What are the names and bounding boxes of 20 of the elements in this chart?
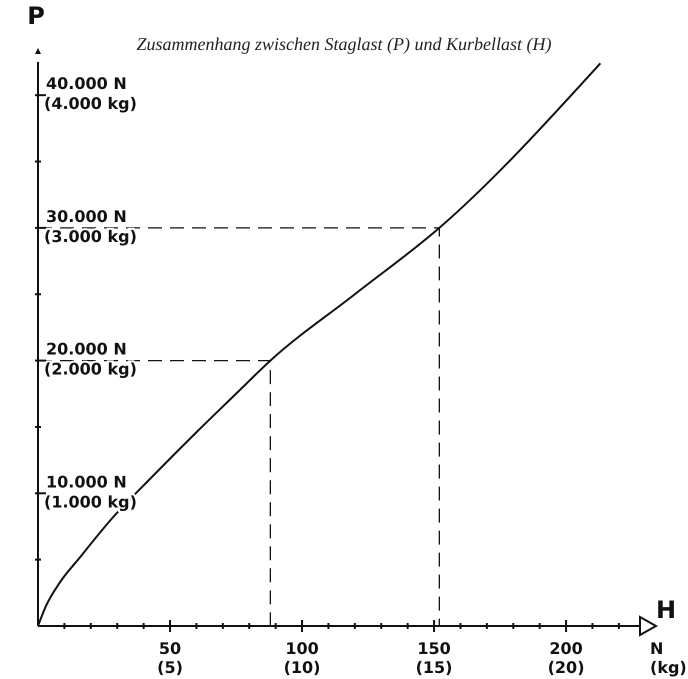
x2-tick-label: (15) (416, 658, 452, 677)
y-tick-label: 10.000 N (46, 472, 127, 492)
x-tick-label: 200 (549, 639, 583, 658)
y-axis-title: P (27, 2, 45, 30)
y2-tick-label: (4.000 kg) (44, 94, 137, 114)
y-tick-label: 30.000 N (46, 206, 127, 226)
x2-tick-label: (20) (548, 658, 585, 677)
y-tick-label: 20.000 N (46, 340, 127, 359)
text: N (650, 639, 664, 658)
text: (kg) (650, 658, 687, 677)
x2-tick-label: (10) (284, 658, 320, 677)
x-tick-label: 100 (285, 639, 319, 658)
x2-tick-label: (5) (157, 658, 183, 677)
x-tick-label: 50 (158, 639, 182, 658)
y-tick-label: 40.000 N (46, 74, 127, 94)
y2-tick-label: (3.000 kg) (44, 226, 137, 246)
y2-tick-label: (2.000 kg) (44, 360, 137, 379)
x-tick-label: 150 (417, 639, 451, 658)
x-axis-title: H (656, 596, 676, 624)
chart-title: Zusammenhang zwischen Staglast (P) und Kurbellast (H) (136, 34, 552, 54)
